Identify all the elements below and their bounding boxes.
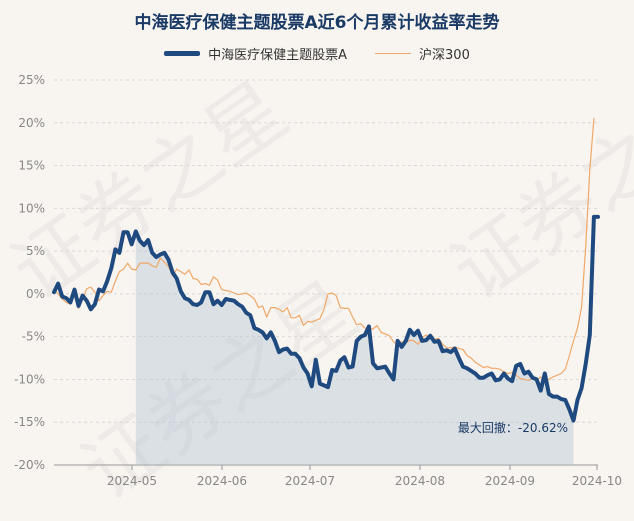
- x-tick-label: 2024-07: [285, 474, 335, 488]
- max-drawdown-annotation: 最大回撤：-20.62%: [458, 420, 568, 435]
- x-tick-label: 2024-08: [395, 474, 445, 488]
- legend-swatch-index: [375, 52, 412, 55]
- x-tick-label: 2024-10: [572, 474, 622, 488]
- y-tick-label: 15%: [18, 159, 45, 173]
- x-tick-label: 2024-06: [197, 474, 247, 488]
- x-tick-label: 2024-05: [107, 474, 157, 488]
- y-tick-label: -10%: [14, 372, 45, 386]
- series-line-index: [53, 117, 595, 382]
- legend-swatch-fund: [164, 51, 201, 56]
- y-tick-label: -15%: [14, 415, 45, 429]
- series-lines: [52, 117, 600, 465]
- x-tick-label: 2024-09: [485, 474, 535, 488]
- x-tick-labels: 2024-05 2024-06 2024-07 2024-08 2024-09 2024-…: [107, 465, 622, 488]
- legend-item-fund: 中海医疗保健主题股票A: [164, 44, 347, 63]
- legend: 中海医疗保健主题股票A 沪深300: [0, 44, 634, 63]
- series-line-fund: [52, 214, 600, 423]
- y-tick-label: -5%: [22, 330, 45, 344]
- legend-label-index: 沪深300: [419, 48, 470, 63]
- grid-lines: [54, 79, 598, 466]
- y-tick-label: 0%: [26, 287, 45, 301]
- legend-label-fund: 中海医疗保健主题股票A: [208, 48, 348, 63]
- y-tick-label: 25%: [18, 73, 45, 87]
- y-tick-label: 20%: [18, 116, 45, 130]
- drawdown-area: [135, 231, 574, 465]
- legend-item-index: 沪深300: [375, 44, 470, 63]
- chart-title: 中海医疗保健主题股票A近6个月累计收益率走势: [134, 13, 500, 33]
- y-tick-labels: 25% 20% 15% 10% 5% 0% -5% -10% -15% -20%: [14, 73, 45, 472]
- y-tick-label: 5%: [26, 244, 45, 258]
- y-tick-label: -20%: [14, 458, 45, 472]
- y-tick-label: 10%: [18, 201, 45, 215]
- chart-svg: 25%20%15%10%5%0%-5%-10%-15%-20% 2024-05 2…: [14, 73, 622, 488]
